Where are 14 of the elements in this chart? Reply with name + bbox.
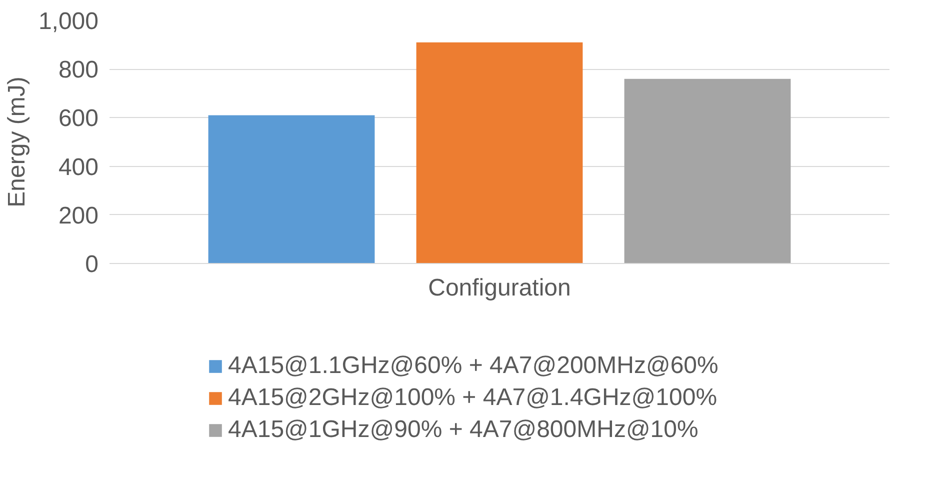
y-tick-label: 200: [58, 202, 99, 230]
y-tick-label: 1,000: [38, 8, 99, 35]
y-tick-label: 600: [58, 105, 99, 132]
y-tick-label: 400: [58, 154, 99, 181]
legend-label: 4A15@2GHz@100% + 4A7@1.4GHz@100%: [228, 384, 718, 412]
bar: [624, 78, 791, 264]
y-tick-label: 800: [58, 56, 99, 84]
x-axis-title: Configuration: [428, 274, 571, 302]
y-tick-label: 0: [85, 251, 99, 278]
legend-label: 4A15@1GHz@90% + 4A7@800MHz@10%: [228, 416, 698, 444]
legend-label: 4A15@1.1GHz@60% + 4A7@200MHz@60%: [228, 352, 718, 380]
y-axis-title: Energy (mJ): [3, 76, 30, 208]
bar: [208, 115, 375, 264]
bar: [416, 42, 583, 264]
